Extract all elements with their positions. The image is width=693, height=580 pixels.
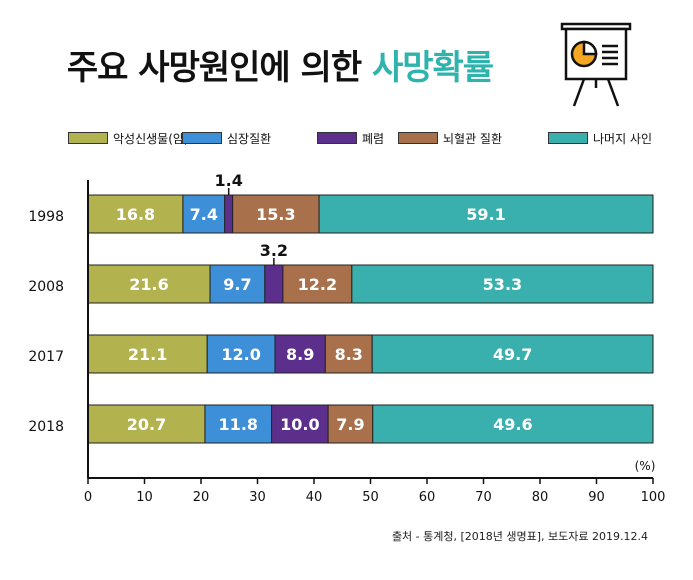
legend-swatch (548, 132, 588, 144)
data-label: 49.7 (493, 345, 532, 364)
x-tick-label: 50 (362, 490, 379, 505)
bar-segment (87, 264, 211, 304)
data-label: 9.7 (223, 275, 251, 294)
bar-segment (87, 194, 184, 234)
bar-segment (224, 194, 234, 234)
data-label: 53.3 (483, 275, 522, 294)
x-tick-label: 0 (84, 490, 92, 505)
bar-segment (274, 334, 326, 374)
bar-segment (351, 264, 654, 304)
category-label: 2008 (28, 279, 64, 295)
x-tick-label: 100 (641, 490, 666, 505)
bar-segment (282, 264, 353, 304)
bar-segment (204, 404, 273, 444)
x-tick-label: 60 (419, 490, 436, 505)
x-tick-label: 30 (249, 490, 266, 505)
x-tick-label: 90 (588, 490, 605, 505)
x-tick-label: 80 (532, 490, 549, 505)
x-tick-label: 40 (306, 490, 323, 505)
presentation-board-icon (560, 22, 632, 107)
data-label: 15.3 (256, 205, 295, 224)
data-label: 7.4 (190, 205, 218, 224)
bar-segment (182, 194, 226, 234)
category-label: 1998 (28, 209, 64, 225)
bar-segment (232, 194, 320, 234)
legend-swatch (182, 132, 222, 144)
data-label: 21.6 (129, 275, 168, 294)
data-label: 20.7 (127, 415, 166, 434)
legend-swatch (68, 132, 108, 144)
legend-label: 폐렴 (362, 132, 385, 146)
category-label: 2018 (28, 419, 64, 435)
bar-segment (371, 334, 654, 374)
legend-label: 뇌혈관 질환 (443, 132, 503, 146)
bar-segment (318, 194, 654, 234)
data-label: 21.1 (128, 345, 167, 364)
legend-label: 나머지 사인 (593, 132, 653, 146)
data-label: 16.8 (116, 205, 155, 224)
legend-swatch (317, 132, 357, 144)
data-label: 49.6 (493, 415, 532, 434)
bar-segment (271, 404, 329, 444)
legend-swatch (398, 132, 438, 144)
category-label: 2017 (28, 349, 64, 365)
legend-label: 심장질환 (227, 132, 272, 146)
x-tick-label: 20 (193, 490, 210, 505)
unit-label: (%) (635, 459, 656, 473)
legend-label: 악성신생물(암) (113, 132, 189, 146)
data-label: 12.0 (221, 345, 260, 364)
bar-segment (206, 334, 276, 374)
bar-segment (324, 334, 373, 374)
bar-segment (209, 264, 266, 304)
title-main: 주요 사망원인에 의한 (66, 48, 362, 88)
data-label-outside: 1.4 (215, 171, 243, 190)
source-note: 출처 - 통계청, [2018년 생명표], 보도자료 2019.12.4 (391, 530, 648, 543)
data-label: 12.2 (298, 275, 337, 294)
bar-segment (264, 264, 284, 304)
data-label: 59.1 (466, 205, 505, 224)
x-tick-label: 70 (475, 490, 492, 505)
data-label: 11.8 (219, 415, 258, 434)
data-label-outside: 3.2 (260, 241, 288, 260)
data-label: 7.9 (336, 415, 364, 434)
title-accent: 사망확률 (371, 48, 494, 88)
data-label: 10.0 (280, 415, 319, 434)
data-label: 8.3 (335, 345, 363, 364)
x-tick-label: 10 (136, 490, 153, 505)
data-label: 8.9 (286, 345, 314, 364)
chart-title: 주요 사망원인에 의한 사망확률 (0, 40, 560, 89)
bar-segment (372, 404, 654, 444)
